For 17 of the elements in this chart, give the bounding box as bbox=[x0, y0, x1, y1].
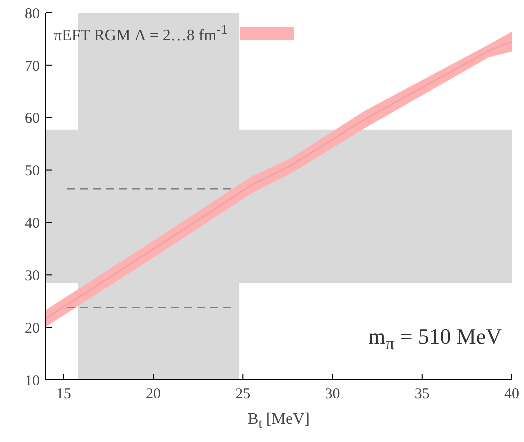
x-tick-label: 20 bbox=[146, 386, 162, 403]
annotation: m$_{π}$ = 510 MeV bbox=[368, 324, 502, 354]
x-tick-label: 40 bbox=[504, 386, 520, 403]
y-tick-label: 70 bbox=[25, 58, 40, 75]
y-tick-label: 60 bbox=[25, 111, 40, 128]
x-axis-title: B$_{t}$ [MeV] bbox=[247, 410, 311, 432]
legend-label: πEFT RGM Λ = 2…8 fm$^{-1}$ bbox=[54, 22, 228, 46]
y-tick-label: 80 bbox=[25, 6, 40, 22]
x-tick-label: 30 bbox=[325, 386, 340, 403]
y-tick-label: 20 bbox=[25, 320, 40, 337]
x-tick-label: 35 bbox=[414, 386, 430, 403]
y-tick-label: 40 bbox=[25, 216, 40, 232]
x-tick-label: 25 bbox=[236, 386, 251, 403]
y-tick-label: 30 bbox=[25, 268, 40, 284]
y-tick-label: 10 bbox=[25, 373, 40, 390]
y-tick-label: 50 bbox=[25, 164, 40, 180]
x-tick-label: 15 bbox=[56, 386, 72, 403]
